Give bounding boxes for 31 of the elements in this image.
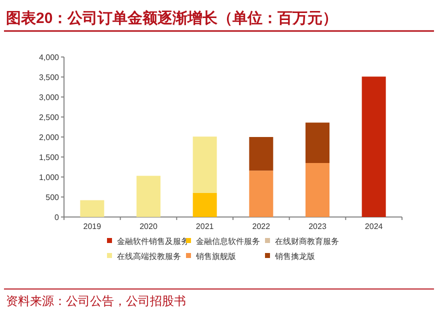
- legend-label: 金融信息软件服务: [196, 237, 260, 246]
- y-tick-label: 0: [54, 213, 60, 222]
- bar: [249, 170, 274, 217]
- text: 资料来源：公司公告，公司招股书: [6, 294, 186, 308]
- bar: [306, 163, 330, 217]
- legend-label: 销售旗舰版: [195, 252, 236, 261]
- legend-label: 在线高端投教服务: [117, 252, 181, 261]
- y-tick-label: 3,000: [38, 93, 60, 102]
- bar: [192, 136, 217, 193]
- chart-title: 图表20：公司订单金额逐渐增长（单位：百万元）: [6, 9, 338, 27]
- legend-label: 在线财商教育服务: [275, 237, 339, 246]
- y-tick-label: 500: [46, 193, 60, 202]
- x-tick-label: 2023: [308, 222, 327, 231]
- bar: [306, 122, 330, 163]
- legend-label: 销售擒龙版: [274, 252, 315, 261]
- x-tick-label: 2022: [252, 222, 271, 231]
- x-tick-label: 2020: [140, 222, 158, 231]
- bar: [192, 193, 217, 217]
- x-tick-label: 2019: [83, 222, 102, 231]
- bar: [136, 176, 160, 217]
- x-tick-label: 2021: [196, 222, 214, 231]
- y-tick-label: 2,000: [38, 133, 60, 142]
- y-tick-label: 2,500: [38, 113, 60, 122]
- bar: [80, 200, 104, 217]
- bar: [362, 76, 386, 217]
- bar: [249, 137, 274, 171]
- x-tick-label: 2024: [364, 222, 384, 231]
- y-tick-label: 3,500: [38, 73, 60, 82]
- y-tick-label: 4,000: [38, 53, 60, 62]
- y-tick-label: 1,000: [38, 173, 60, 182]
- y-tick-label: 1,500: [38, 153, 60, 162]
